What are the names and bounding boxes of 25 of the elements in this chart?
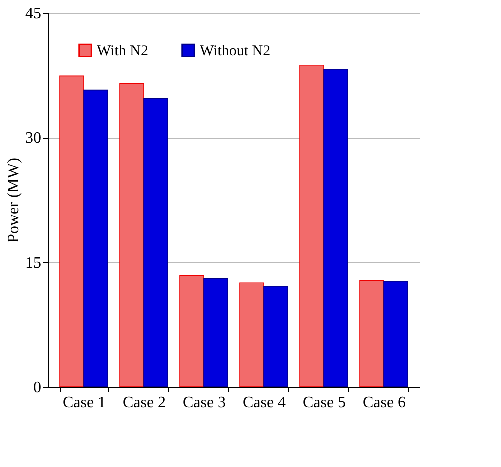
bar (60, 76, 84, 388)
bar (84, 90, 108, 388)
legend-label: With N2 (97, 44, 148, 60)
y-tick-label: 0 (34, 380, 42, 396)
y-tick-label: 15 (26, 254, 42, 272)
bar (324, 69, 348, 388)
bar (204, 278, 228, 388)
bar (120, 83, 144, 388)
x-tick-label: Case 3 (182, 394, 226, 412)
y-tick-label: 45 (26, 6, 42, 22)
bar (180, 275, 204, 388)
legend-label: Without N2 (200, 44, 271, 60)
bar (360, 280, 384, 388)
bar (300, 64, 324, 388)
x-tick-label: Case 6 (362, 394, 406, 412)
bar (144, 98, 168, 388)
x-tick-label: Case 1 (62, 394, 106, 412)
x-tick-label: Case 4 (242, 394, 286, 412)
y-tick-label: 30 (26, 130, 42, 148)
bar (264, 286, 288, 388)
x-tick-label: Case 5 (302, 394, 346, 412)
y-axis-title: Power (MW) (6, 158, 22, 243)
x-tick-label: Case 2 (122, 394, 166, 412)
bar (384, 281, 408, 388)
bar (240, 282, 264, 388)
